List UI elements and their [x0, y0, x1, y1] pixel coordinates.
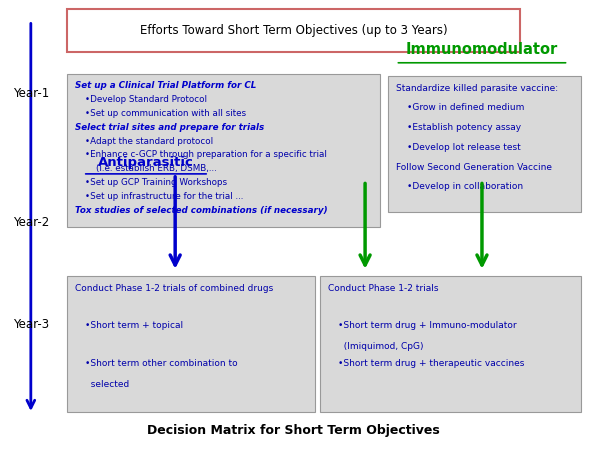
FancyBboxPatch shape	[67, 9, 520, 52]
Text: •Short term + topical: •Short term + topical	[85, 321, 183, 330]
Text: •Grow in defined medium: •Grow in defined medium	[407, 104, 524, 112]
Text: Select trial sites and prepare for trials: Select trial sites and prepare for trial…	[74, 123, 264, 132]
FancyBboxPatch shape	[67, 74, 380, 227]
Text: •Set up infrastructure for the trial ...: •Set up infrastructure for the trial ...	[85, 192, 244, 201]
Text: •Develop in collaboration: •Develop in collaboration	[407, 182, 523, 191]
Text: Conduct Phase 1-2 trials of combined drugs: Conduct Phase 1-2 trials of combined dru…	[74, 284, 273, 292]
Text: •Develop Standard Protocol: •Develop Standard Protocol	[85, 95, 207, 104]
FancyBboxPatch shape	[320, 276, 581, 412]
Text: (Imiquimod, CpG): (Imiquimod, CpG)	[338, 342, 424, 351]
Text: (i.e. establish ERB, DSMB,...: (i.e. establish ERB, DSMB,...	[95, 164, 217, 173]
Text: •Adapt the standard protocol: •Adapt the standard protocol	[85, 137, 213, 146]
Text: •Short term drug + therapeutic vaccines: •Short term drug + therapeutic vaccines	[338, 359, 524, 368]
Text: Efforts Toward Short Term Objectives (up to 3 Years): Efforts Toward Short Term Objectives (up…	[140, 24, 448, 37]
Text: •Short term drug + Immuno-modulator: •Short term drug + Immuno-modulator	[338, 321, 517, 330]
Text: Antiparasitic: Antiparasitic	[98, 156, 194, 169]
FancyBboxPatch shape	[388, 76, 581, 211]
Text: •Set up communication with all sites: •Set up communication with all sites	[85, 109, 246, 118]
Text: Immunomodulator: Immunomodulator	[406, 42, 558, 57]
Text: •Set up GCP Training Workshops: •Set up GCP Training Workshops	[85, 178, 227, 187]
Text: Conduct Phase 1-2 trials: Conduct Phase 1-2 trials	[328, 284, 438, 292]
Text: Tox studies of selected combinations (if necessary): Tox studies of selected combinations (if…	[74, 206, 327, 215]
Text: •Enhance c-GCP through preparation for a specific trial: •Enhance c-GCP through preparation for a…	[85, 150, 327, 159]
Text: Decision Matrix for Short Term Objectives: Decision Matrix for Short Term Objective…	[148, 424, 440, 437]
Text: Year-2: Year-2	[13, 216, 49, 230]
Text: Set up a Clinical Trial Platform for CL: Set up a Clinical Trial Platform for CL	[74, 81, 256, 90]
Text: •Establish potency assay: •Establish potency assay	[407, 123, 521, 132]
Text: Year-3: Year-3	[13, 319, 49, 332]
Text: Year-1: Year-1	[13, 87, 49, 100]
Text: Standardize killed parasite vaccine:: Standardize killed parasite vaccine:	[396, 84, 558, 93]
Text: selected: selected	[85, 380, 130, 389]
Text: Follow Second Generation Vaccine: Follow Second Generation Vaccine	[396, 163, 552, 172]
FancyBboxPatch shape	[67, 276, 316, 412]
Text: •Short term other combination to: •Short term other combination to	[85, 359, 238, 368]
Text: •Develop lot release test: •Develop lot release test	[407, 143, 520, 152]
